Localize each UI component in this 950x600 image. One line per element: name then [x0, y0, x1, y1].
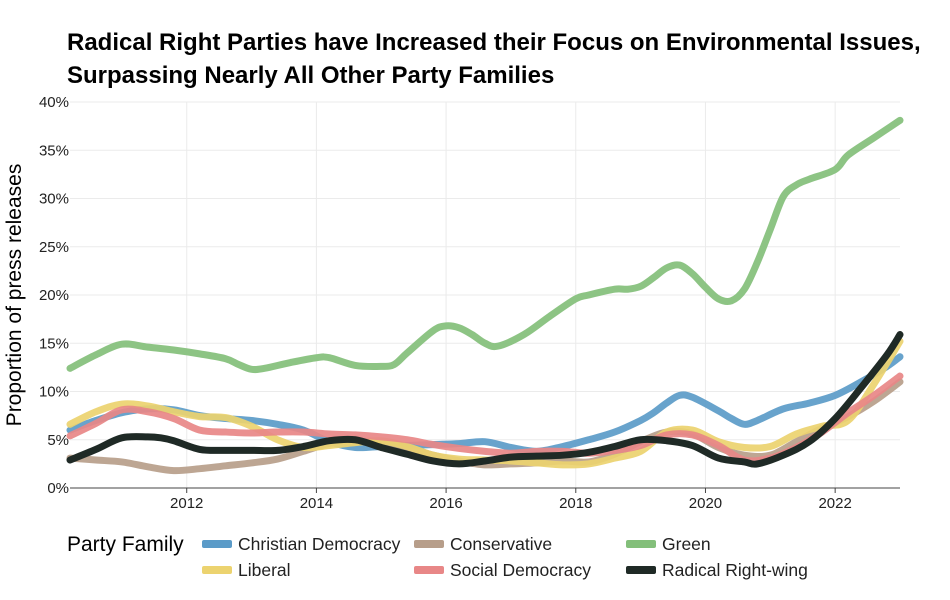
- legend-label: Christian Democracy: [238, 533, 401, 554]
- y-tick-label: 25%: [39, 239, 69, 256]
- legend-label: Radical Right-wing: [662, 559, 808, 580]
- x-tick-label: 2012: [170, 495, 203, 512]
- y-tick-label: 5%: [47, 432, 69, 449]
- legend: Party Family Christian Democracy Conserv…: [67, 530, 927, 590]
- y-tick-label: 30%: [39, 191, 69, 208]
- series-line-radical-right-wing[interactable]: [66, 331, 904, 468]
- y-tick-label: 10%: [39, 384, 69, 401]
- legend-label: Liberal: [238, 559, 291, 580]
- legend-item-conservative[interactable]: Conservative: [414, 532, 552, 556]
- series-line-green[interactable]: [66, 116, 904, 374]
- legend-swatch: [626, 566, 656, 574]
- y-tick-label: 15%: [39, 335, 69, 352]
- x-tick-label: 2022: [818, 495, 851, 512]
- y-tick-label: 0%: [47, 480, 69, 497]
- legend-label: Social Democracy: [450, 559, 592, 580]
- x-axis-ticks: 2012 2014 2016 2018 2020 2022: [70, 487, 900, 512]
- x-tick-label: 2014: [300, 495, 333, 512]
- legend-item-social-democracy[interactable]: Social Democracy: [414, 558, 591, 582]
- x-tick-label: 2016: [429, 495, 462, 512]
- x-tick-label: 2020: [689, 495, 722, 512]
- y-tick-label: 35%: [39, 142, 69, 159]
- legend-title: Party Family: [67, 533, 184, 556]
- series-line-christian-democracy[interactable]: [66, 353, 904, 455]
- legend-label: Conservative: [450, 533, 553, 554]
- chart-title: Radical Right Parties have Increased the…: [67, 29, 921, 89]
- legend-swatch: [414, 540, 444, 548]
- legend-label: Green: [662, 533, 711, 554]
- legend-item-christian-democracy[interactable]: Christian Democracy: [202, 532, 400, 556]
- legend-item-green[interactable]: Green: [626, 532, 711, 556]
- legend-swatch: [202, 566, 232, 574]
- legend-swatch: [626, 540, 656, 548]
- y-tick-label: 20%: [39, 287, 69, 304]
- legend-swatch: [202, 540, 232, 548]
- grid: [70, 101, 900, 489]
- legend-item-radical-right-wing[interactable]: Radical Right-wing: [626, 558, 808, 582]
- x-tick-label: 2018: [559, 495, 592, 512]
- y-axis-ticks: 0% 5% 10% 15% 20% 25% 30% 35% 40%: [39, 94, 69, 497]
- legend-item-liberal[interactable]: Liberal: [202, 558, 291, 582]
- series-lines: [66, 116, 904, 475]
- y-axis-label: Proportion of press releases: [3, 164, 26, 427]
- y-tick-label: 40%: [39, 94, 69, 111]
- legend-swatch: [414, 566, 444, 574]
